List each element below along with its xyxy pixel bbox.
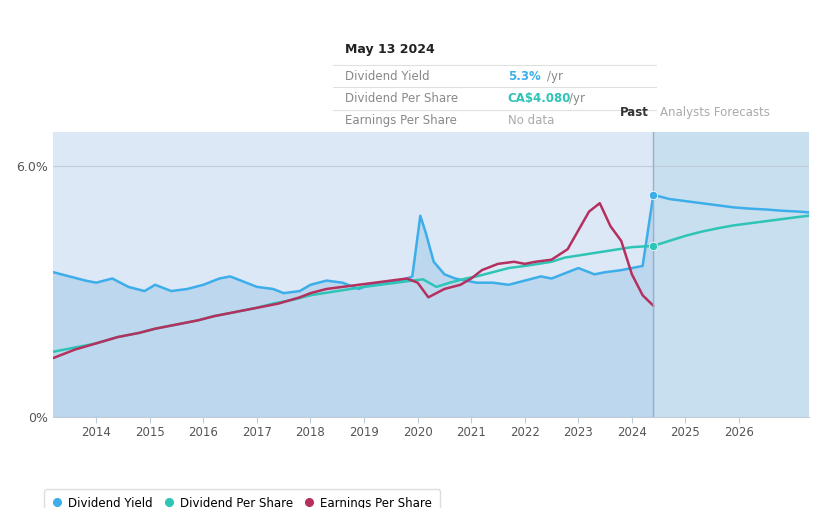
Text: /yr: /yr [569,92,585,105]
Text: 5.3%: 5.3% [507,70,540,83]
Legend: Dividend Yield, Dividend Per Share, Earnings Per Share: Dividend Yield, Dividend Per Share, Earn… [44,489,440,508]
Text: Analysts Forecasts: Analysts Forecasts [660,106,770,119]
Text: Earnings Per Share: Earnings Per Share [346,114,457,128]
Text: Past: Past [621,106,649,119]
Bar [654,132,809,417]
Text: Dividend Per Share: Dividend Per Share [346,92,459,105]
Text: /yr: /yr [547,70,562,83]
Text: CA$4.080: CA$4.080 [507,92,571,105]
Text: Dividend Yield: Dividend Yield [346,70,430,83]
Text: May 13 2024: May 13 2024 [346,43,435,56]
Text: No data: No data [507,114,554,128]
